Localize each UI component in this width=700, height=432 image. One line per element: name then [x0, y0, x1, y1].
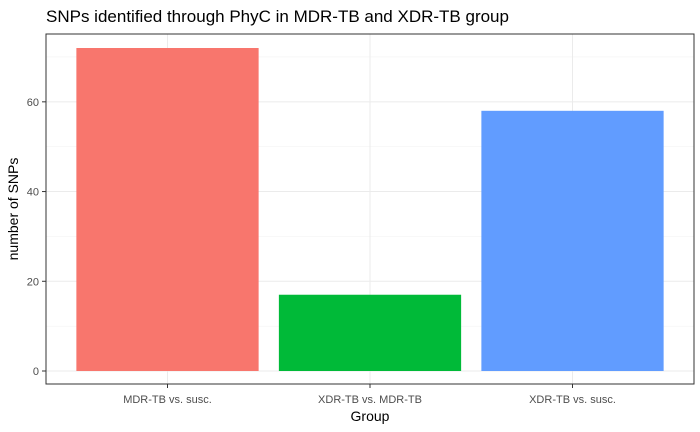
bar: [481, 110, 664, 372]
y-axis-title: number of SNPs: [5, 158, 21, 261]
x-axis: MDR-TB vs. susc. XDR-TB vs. MDR-TB XDR-TB …: [123, 384, 616, 406]
x-tick-label: XDR-TB vs. susc.: [529, 394, 616, 406]
bar: [278, 294, 462, 371]
y-tick-label: 20: [27, 276, 39, 288]
y-tick-label: 40: [27, 187, 39, 199]
bar: [76, 48, 259, 371]
x-axis-title: Group: [351, 408, 390, 424]
chart-title: SNPs identified through PhyC in MDR-TB a…: [46, 7, 509, 26]
y-axis: 0 20 40 60: [27, 97, 46, 378]
y-tick-label: 60: [27, 97, 39, 109]
bars: [76, 48, 664, 372]
y-tick-label: 0: [33, 366, 39, 378]
x-tick-label: MDR-TB vs. susc.: [123, 394, 212, 406]
x-tick-label: XDR-TB vs. MDR-TB: [318, 394, 422, 406]
